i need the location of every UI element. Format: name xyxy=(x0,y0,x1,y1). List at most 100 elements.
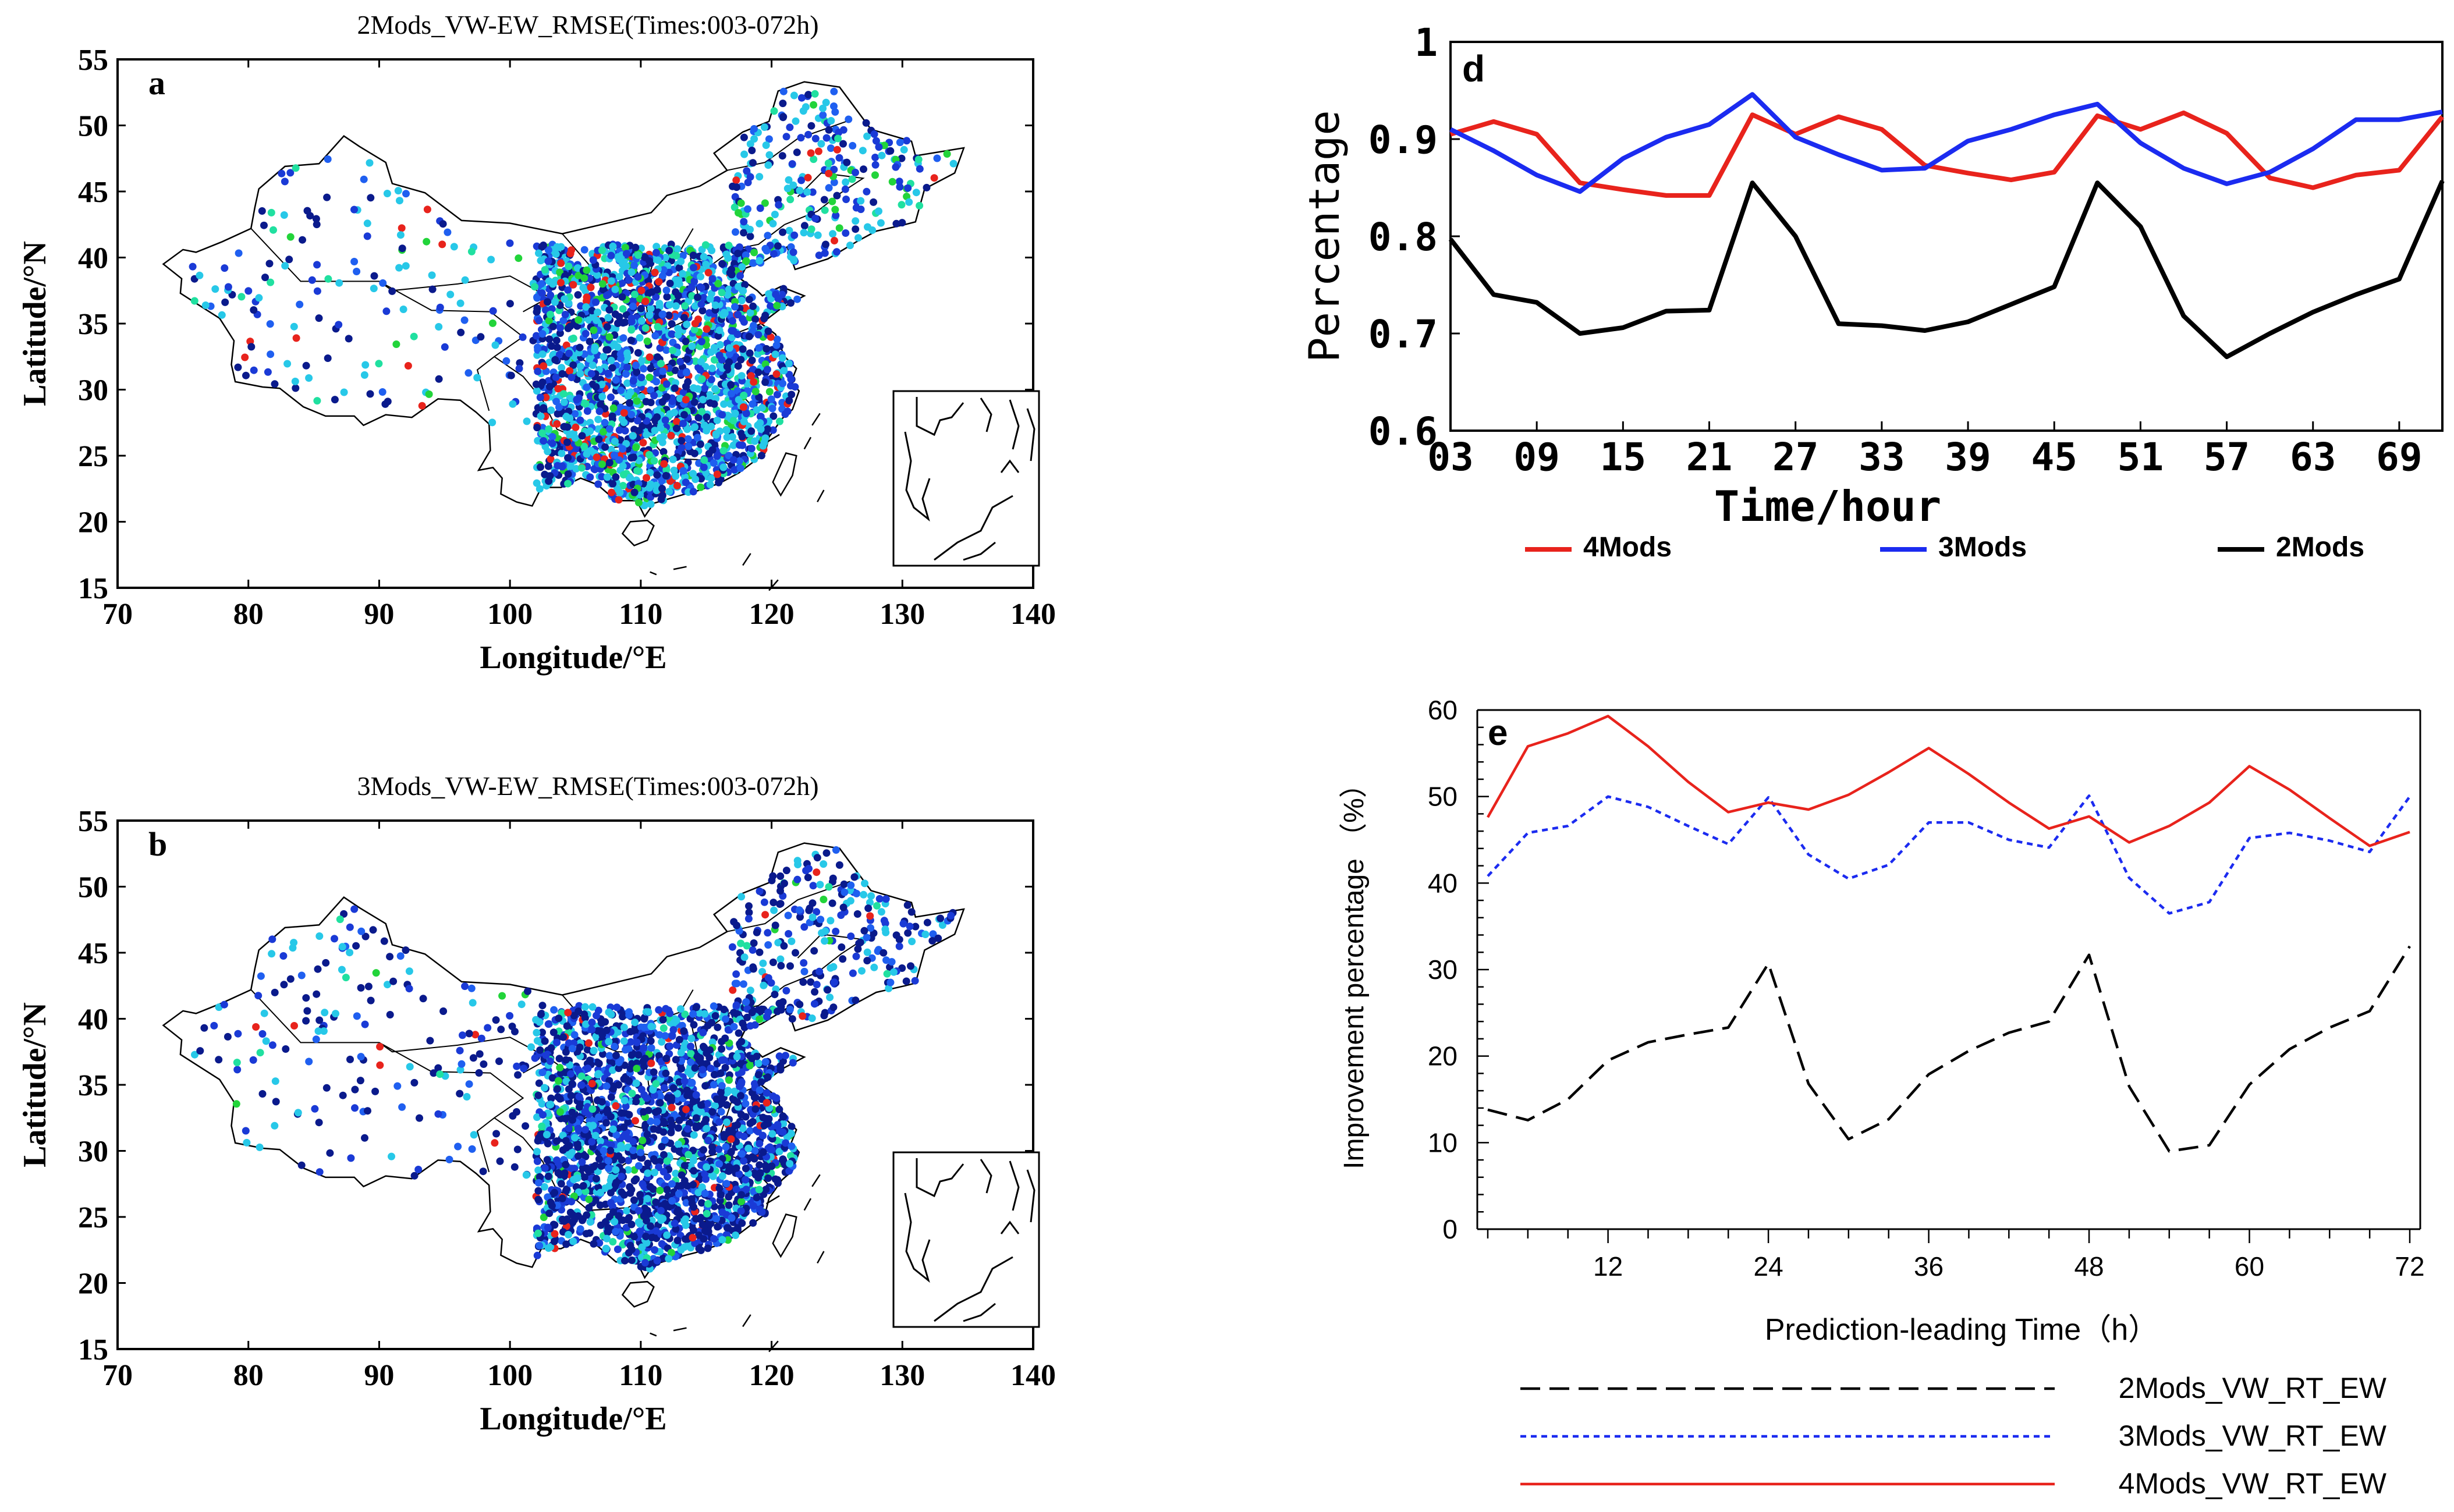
station-marker xyxy=(785,930,793,938)
station-marker xyxy=(833,248,841,256)
station-marker xyxy=(607,251,615,260)
station-marker xyxy=(473,374,481,382)
station-marker xyxy=(811,214,820,222)
station-marker xyxy=(821,937,829,945)
station-marker xyxy=(782,986,790,995)
station-marker xyxy=(590,465,598,473)
station-marker xyxy=(574,291,582,299)
station-marker xyxy=(707,474,715,482)
station-marker xyxy=(386,953,394,961)
station-marker xyxy=(559,1033,568,1041)
station-marker xyxy=(740,218,748,226)
station-marker xyxy=(553,420,561,428)
station-marker xyxy=(632,243,640,251)
station-marker xyxy=(434,1110,442,1118)
station-marker xyxy=(863,948,871,956)
station-marker xyxy=(710,343,718,352)
station-marker xyxy=(714,279,722,288)
station-marker xyxy=(711,1012,719,1020)
station-marker xyxy=(779,87,788,95)
station-marker xyxy=(615,1081,623,1089)
station-marker xyxy=(682,478,690,487)
station-marker xyxy=(561,311,569,318)
station-marker xyxy=(817,140,825,148)
station-marker xyxy=(753,928,761,936)
station-marker xyxy=(854,234,862,242)
station-marker xyxy=(634,1218,643,1226)
station-marker xyxy=(742,257,750,265)
station-marker xyxy=(773,335,781,343)
station-marker xyxy=(612,1052,620,1059)
station-marker xyxy=(748,147,756,154)
station-marker xyxy=(683,320,691,328)
station-marker xyxy=(819,104,827,112)
station-marker xyxy=(439,1007,448,1015)
station-marker xyxy=(703,325,711,333)
station-marker xyxy=(749,946,757,954)
station-marker xyxy=(580,1173,588,1181)
station-marker xyxy=(800,229,808,237)
station-marker xyxy=(742,1176,750,1184)
station-marker xyxy=(619,482,627,489)
station-marker xyxy=(210,1021,218,1030)
station-marker xyxy=(524,987,531,995)
station-marker xyxy=(303,1007,311,1015)
inset-coastline xyxy=(934,495,1013,561)
station-marker xyxy=(728,433,736,441)
station-marker xyxy=(591,346,599,354)
station-marker xyxy=(578,464,586,472)
station-marker xyxy=(763,1013,771,1021)
station-marker xyxy=(637,317,646,325)
station-marker xyxy=(458,1060,466,1068)
station-marker xyxy=(779,1113,788,1121)
station-marker xyxy=(601,418,609,427)
station-marker xyxy=(608,364,616,372)
station-marker xyxy=(746,232,754,240)
station-marker xyxy=(570,1031,579,1039)
station-marker xyxy=(650,392,658,400)
station-marker xyxy=(775,201,783,209)
station-marker xyxy=(657,424,665,432)
station-marker xyxy=(850,873,859,881)
station-marker xyxy=(888,958,896,966)
station-marker xyxy=(346,949,354,957)
coast-fragment xyxy=(673,1327,687,1332)
station-marker xyxy=(629,297,637,305)
station-marker xyxy=(257,972,265,980)
station-marker xyxy=(380,937,388,945)
station-marker xyxy=(536,1241,544,1250)
station-marker xyxy=(423,237,431,246)
station-marker xyxy=(637,286,646,294)
station-marker xyxy=(279,952,288,960)
station-marker xyxy=(647,386,655,394)
station-marker xyxy=(727,1148,735,1156)
station-marker xyxy=(737,199,745,207)
station-marker xyxy=(544,1020,552,1028)
station-marker xyxy=(839,140,847,148)
station-marker xyxy=(703,413,711,421)
station-marker xyxy=(656,344,664,352)
station-marker xyxy=(731,409,739,417)
station-marker xyxy=(598,473,606,481)
station-marker xyxy=(610,340,618,348)
station-marker xyxy=(439,220,447,228)
hainan-island xyxy=(621,1280,655,1308)
station-marker xyxy=(410,1078,419,1087)
station-marker xyxy=(715,352,724,360)
station-marker xyxy=(688,342,696,350)
station-marker xyxy=(554,1085,562,1093)
station-marker xyxy=(395,264,403,272)
station-marker xyxy=(540,362,548,370)
station-marker xyxy=(286,975,295,983)
station-marker xyxy=(699,1042,707,1050)
station-marker xyxy=(467,247,476,255)
station-marker xyxy=(612,1227,620,1236)
station-marker xyxy=(777,961,785,970)
station-marker xyxy=(739,287,747,295)
station-marker xyxy=(211,285,219,293)
x-tick-label: 100 xyxy=(487,1359,533,1392)
station-marker xyxy=(676,395,684,403)
station-marker xyxy=(769,219,777,228)
station-marker xyxy=(725,285,733,293)
station-marker xyxy=(761,911,769,919)
